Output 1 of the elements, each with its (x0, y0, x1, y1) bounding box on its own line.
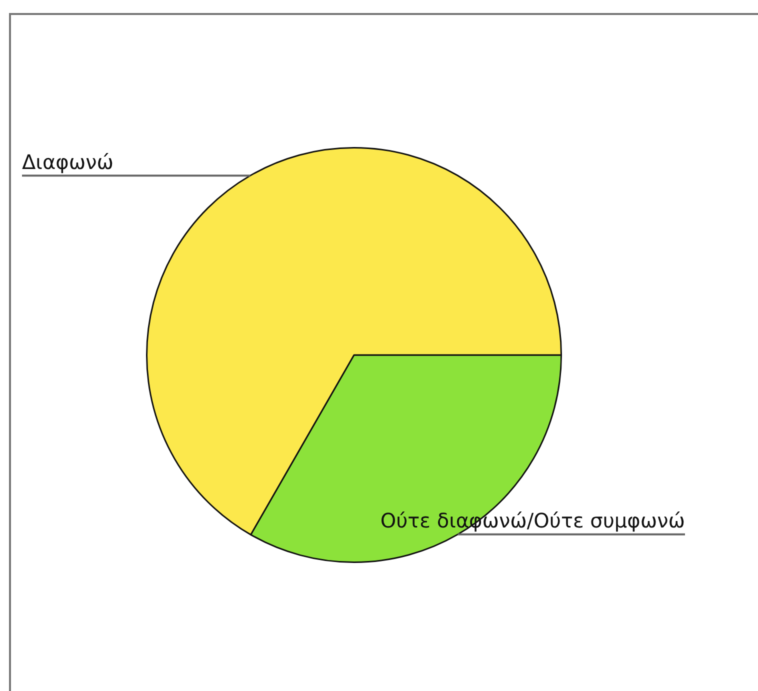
slice-label: Διαφωνώ (22, 150, 114, 174)
